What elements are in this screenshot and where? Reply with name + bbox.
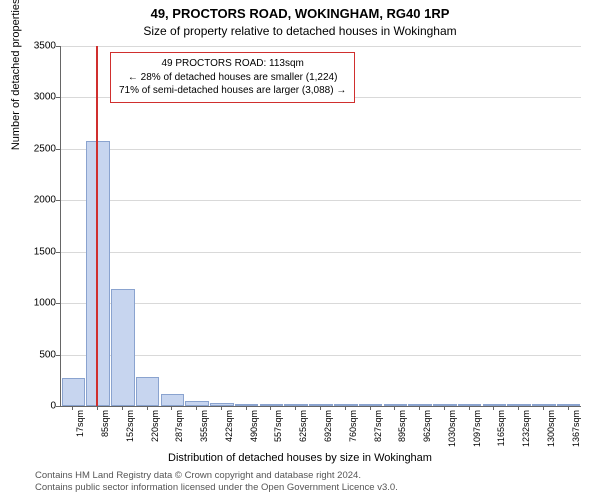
x-tick-label: 692sqm [323, 410, 333, 460]
footer-attribution: Contains HM Land Registry data © Crown c… [35, 470, 398, 495]
annotation-line-2: ← 28% of detached houses are smaller (1,… [119, 71, 346, 85]
gridline [61, 355, 581, 356]
x-tick-label: 827sqm [373, 410, 383, 460]
x-tick-mark [122, 406, 123, 410]
y-tick-label: 2500 [16, 143, 56, 154]
x-tick-mark [444, 406, 445, 410]
y-tick-label: 1000 [16, 298, 56, 309]
annotation-line-3: 71% of semi-detached houses are larger (… [119, 84, 346, 98]
y-tick-mark [56, 355, 60, 356]
x-tick-label: 760sqm [348, 410, 358, 460]
gridline [61, 149, 581, 150]
x-tick-mark [370, 406, 371, 410]
x-tick-label: 490sqm [249, 410, 259, 460]
y-tick-label: 500 [16, 349, 56, 360]
x-tick-mark [469, 406, 470, 410]
x-tick-mark [97, 406, 98, 410]
property-marker-line [96, 46, 98, 406]
chart-container: 49, PROCTORS ROAD, WOKINGHAM, RG40 1RP S… [0, 0, 600, 500]
x-tick-mark [493, 406, 494, 410]
x-tick-label: 287sqm [174, 410, 184, 460]
x-tick-mark [394, 406, 395, 410]
x-tick-label: 1030sqm [447, 410, 457, 460]
x-tick-label: 962sqm [422, 410, 432, 460]
y-tick-mark [56, 149, 60, 150]
y-tick-mark [56, 200, 60, 201]
x-tick-label: 220sqm [150, 410, 160, 460]
x-tick-mark [270, 406, 271, 410]
x-tick-label: 152sqm [125, 410, 135, 460]
y-tick-label: 3500 [16, 41, 56, 52]
x-tick-label: 17sqm [75, 410, 85, 460]
x-tick-label: 422sqm [224, 410, 234, 460]
footer-line-2: Contains public sector information licen… [35, 482, 398, 494]
y-tick-mark [56, 406, 60, 407]
histogram-bar [161, 394, 185, 406]
x-tick-mark [518, 406, 519, 410]
x-tick-label: 625sqm [298, 410, 308, 460]
y-tick-mark [56, 252, 60, 253]
x-tick-mark [295, 406, 296, 410]
chart-subtitle: Size of property relative to detached ho… [0, 24, 600, 38]
y-tick-mark [56, 97, 60, 98]
x-tick-label: 1165sqm [496, 410, 506, 460]
x-tick-mark [246, 406, 247, 410]
y-tick-label: 1500 [16, 246, 56, 257]
gridline [61, 303, 581, 304]
chart-title: 49, PROCTORS ROAD, WOKINGHAM, RG40 1RP [0, 6, 600, 21]
annotation-line-1: 49 PROCTORS ROAD: 113sqm [119, 57, 346, 71]
x-tick-mark [345, 406, 346, 410]
x-tick-mark [196, 406, 197, 410]
gridline [61, 46, 581, 47]
histogram-bar [433, 404, 457, 406]
x-tick-label: 557sqm [273, 410, 283, 460]
y-tick-mark [56, 46, 60, 47]
gridline [61, 252, 581, 253]
x-tick-label: 1097sqm [472, 410, 482, 460]
x-tick-label: 1300sqm [546, 410, 556, 460]
x-tick-label: 1367sqm [571, 410, 581, 460]
histogram-bar [62, 378, 86, 406]
x-tick-label: 85sqm [100, 410, 110, 460]
annotation-box: 49 PROCTORS ROAD: 113sqm ← 28% of detach… [110, 52, 355, 103]
x-tick-mark [543, 406, 544, 410]
x-tick-mark [221, 406, 222, 410]
histogram-bar [111, 289, 135, 406]
x-tick-label: 355sqm [199, 410, 209, 460]
x-tick-mark [171, 406, 172, 410]
gridline [61, 200, 581, 201]
y-tick-label: 2000 [16, 195, 56, 206]
x-tick-mark [419, 406, 420, 410]
y-axis-label: Number of detached properties [10, 0, 22, 150]
histogram-bar [334, 404, 358, 406]
footer-line-1: Contains HM Land Registry data © Crown c… [35, 470, 398, 482]
y-tick-label: 0 [16, 401, 56, 412]
histogram-bar [210, 403, 234, 406]
x-tick-mark [568, 406, 569, 410]
x-tick-label: 1232sqm [521, 410, 531, 460]
y-tick-label: 3000 [16, 92, 56, 103]
x-tick-label: 895sqm [397, 410, 407, 460]
histogram-bar [136, 377, 160, 406]
x-tick-mark [320, 406, 321, 410]
x-tick-mark [72, 406, 73, 410]
x-tick-mark [147, 406, 148, 410]
histogram-bar [532, 404, 556, 406]
y-tick-mark [56, 303, 60, 304]
